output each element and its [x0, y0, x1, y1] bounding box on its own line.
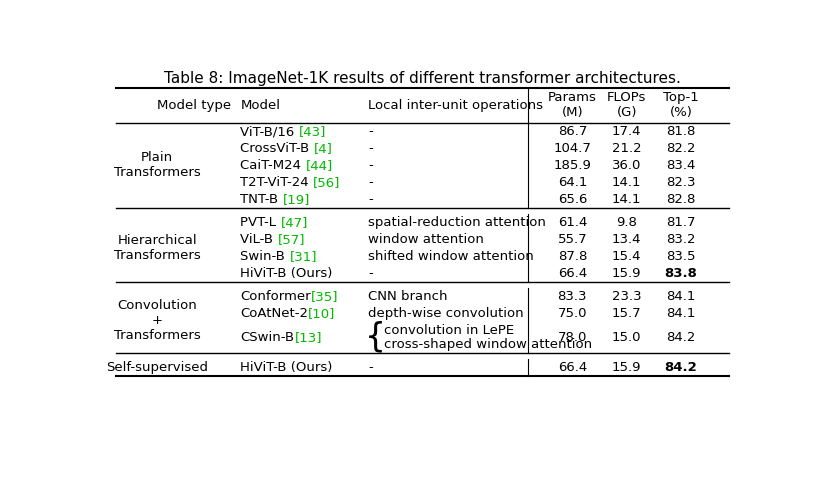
Text: 83.2: 83.2 [666, 233, 695, 246]
Text: [13]: [13] [294, 330, 322, 344]
Text: HiViT-B (Ours): HiViT-B (Ours) [241, 360, 333, 374]
Text: HiViT-B (Ours): HiViT-B (Ours) [241, 267, 333, 280]
Text: [44]: [44] [306, 159, 333, 172]
Text: Self-supervised: Self-supervised [106, 360, 208, 374]
Text: depth-wise convolution: depth-wise convolution [368, 307, 523, 320]
Text: 104.7: 104.7 [554, 142, 592, 155]
Text: [35]: [35] [311, 290, 339, 303]
Text: 36.0: 36.0 [612, 159, 641, 172]
Text: 14.1: 14.1 [612, 176, 641, 189]
Text: 83.8: 83.8 [664, 267, 697, 280]
Text: Params
(M): Params (M) [548, 92, 597, 120]
Text: Conformer: Conformer [241, 290, 311, 303]
Text: [56]: [56] [313, 176, 340, 189]
Text: CrossViT-B: CrossViT-B [241, 142, 314, 155]
Text: 84.2: 84.2 [667, 330, 695, 344]
Text: 15.4: 15.4 [612, 250, 641, 263]
Text: CoAtNet-2: CoAtNet-2 [241, 307, 308, 320]
Text: [57]: [57] [278, 233, 305, 246]
Text: -: - [368, 267, 372, 280]
Text: -: - [368, 159, 372, 172]
Text: CaiT-M24: CaiT-M24 [241, 159, 306, 172]
Text: 65.6: 65.6 [558, 193, 587, 206]
Text: CNN branch: CNN branch [368, 290, 447, 303]
Text: convolution in LePE: convolution in LePE [384, 324, 514, 337]
Text: 21.2: 21.2 [612, 142, 641, 155]
Text: 23.3: 23.3 [612, 290, 641, 303]
Text: CSwin-B: CSwin-B [241, 330, 294, 344]
Text: window attention: window attention [368, 233, 484, 246]
Text: 83.4: 83.4 [667, 159, 695, 172]
Text: 81.8: 81.8 [667, 125, 695, 138]
Text: 13.4: 13.4 [612, 233, 641, 246]
Text: 82.3: 82.3 [666, 176, 695, 189]
Text: ViL-B: ViL-B [241, 233, 278, 246]
Text: [47]: [47] [280, 216, 308, 229]
Text: -: - [368, 142, 372, 155]
Text: 15.0: 15.0 [612, 330, 641, 344]
Text: 14.1: 14.1 [612, 193, 641, 206]
Text: Hierarchical
Transformers: Hierarchical Transformers [114, 234, 201, 262]
Text: 82.2: 82.2 [666, 142, 695, 155]
Text: 84.1: 84.1 [667, 290, 695, 303]
Text: Model type: Model type [157, 99, 232, 112]
Text: 84.1: 84.1 [667, 307, 695, 320]
Text: spatial-reduction attention: spatial-reduction attention [368, 216, 545, 229]
Text: Convolution
+
Transformers: Convolution + Transformers [114, 299, 201, 342]
Text: 15.9: 15.9 [612, 360, 641, 374]
Text: 81.7: 81.7 [666, 216, 695, 229]
Text: Model: Model [241, 99, 280, 112]
Text: 61.4: 61.4 [558, 216, 587, 229]
Text: FLOPs
(G): FLOPs (G) [607, 92, 646, 120]
Text: 78.0: 78.0 [558, 330, 587, 344]
Text: Table 8: ImageNet-1K results of different transformer architectures.: Table 8: ImageNet-1K results of differen… [164, 71, 681, 86]
Text: 83.5: 83.5 [666, 250, 695, 263]
Text: PVT-L: PVT-L [241, 216, 280, 229]
Text: -: - [368, 193, 372, 206]
Text: ViT-B/16: ViT-B/16 [241, 125, 299, 138]
Text: 82.8: 82.8 [667, 193, 695, 206]
Text: 87.8: 87.8 [558, 250, 587, 263]
Text: 64.1: 64.1 [558, 176, 587, 189]
Text: 185.9: 185.9 [554, 159, 592, 172]
Text: 66.4: 66.4 [558, 267, 587, 280]
Text: [31]: [31] [289, 250, 317, 263]
Text: -: - [368, 125, 372, 138]
Text: Local inter-unit operations: Local inter-unit operations [368, 99, 543, 112]
Text: Swin-B: Swin-B [241, 250, 289, 263]
Text: 15.7: 15.7 [612, 307, 641, 320]
Text: -: - [368, 360, 372, 374]
Text: 86.7: 86.7 [558, 125, 587, 138]
Text: 83.3: 83.3 [558, 290, 588, 303]
Text: [19]: [19] [283, 193, 310, 206]
Text: [43]: [43] [299, 125, 326, 138]
Text: 75.0: 75.0 [558, 307, 588, 320]
Text: 84.2: 84.2 [665, 360, 697, 374]
Text: -: - [368, 176, 372, 189]
Text: 9.8: 9.8 [616, 216, 637, 229]
Text: [4]: [4] [314, 142, 333, 155]
Text: Plain
Transformers: Plain Transformers [114, 152, 201, 180]
Text: T2T-ViT-24: T2T-ViT-24 [241, 176, 313, 189]
Text: 17.4: 17.4 [612, 125, 641, 138]
Text: Top-1
(%): Top-1 (%) [663, 92, 699, 120]
Text: cross-shaped window attention: cross-shaped window attention [384, 338, 592, 350]
Text: shifted window attention: shifted window attention [368, 250, 534, 263]
Text: 55.7: 55.7 [558, 233, 588, 246]
Text: TNT-B: TNT-B [241, 193, 283, 206]
Text: 15.9: 15.9 [612, 267, 641, 280]
Text: 66.4: 66.4 [558, 360, 587, 374]
Text: {: { [365, 320, 386, 354]
Text: [10]: [10] [308, 307, 335, 320]
